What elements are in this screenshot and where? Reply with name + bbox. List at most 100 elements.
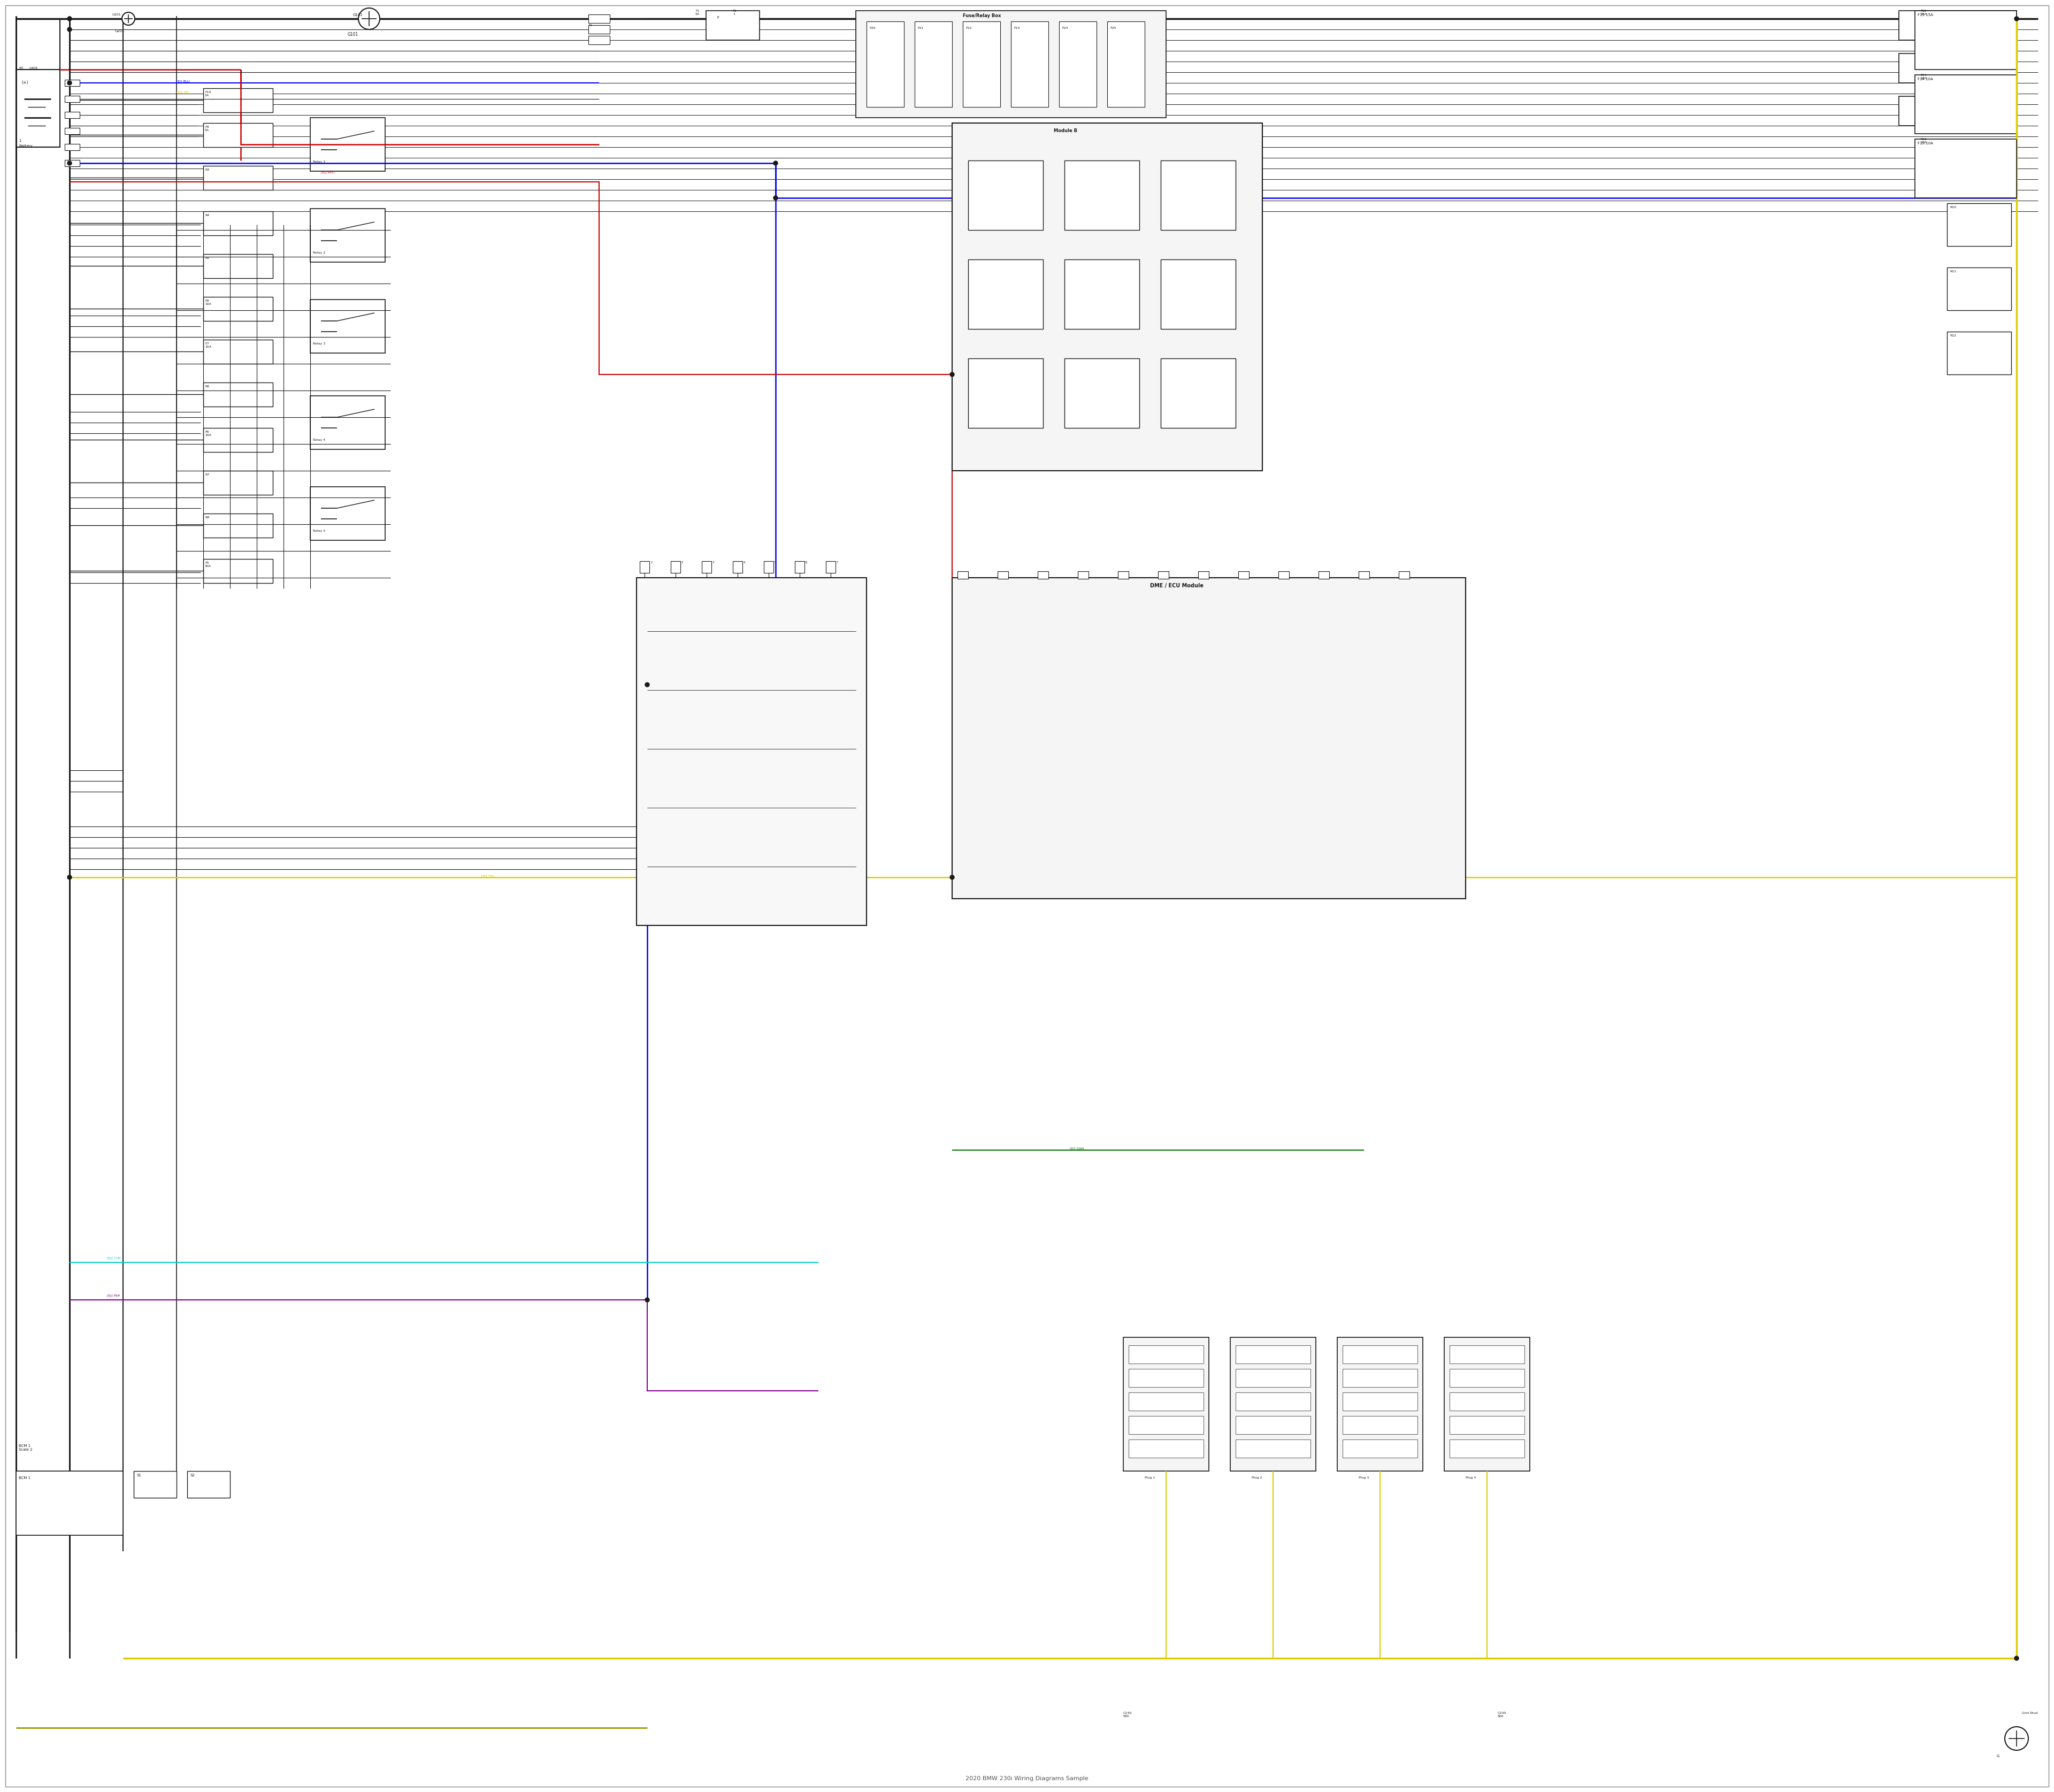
Bar (1011, 22, 1048, 108)
Bar (672, 561, 680, 573)
Bar (587, 36, 610, 45)
Circle shape (2015, 1656, 2019, 1661)
Bar (733, 561, 741, 573)
Text: Plug 4: Plug 4 (1467, 1477, 1477, 1478)
Bar (1128, 1369, 1204, 1387)
Text: F23: F23 (1013, 27, 1021, 29)
Text: G201: G201 (113, 13, 121, 16)
Text: BCM 1
Scale 2: BCM 1 Scale 2 (18, 1444, 33, 1452)
Text: F22: F22 (965, 27, 972, 29)
Text: F13
10A: F13 10A (1920, 138, 1927, 143)
Bar (637, 577, 867, 925)
Text: [EJ] CYN: [EJ] CYN (107, 1256, 121, 1260)
Text: F21: F21 (918, 27, 924, 29)
Bar (857, 11, 1167, 118)
Bar (1237, 1346, 1310, 1364)
Text: R8: R8 (205, 516, 210, 520)
Bar (707, 11, 760, 39)
Bar (203, 559, 273, 582)
Bar (203, 471, 273, 495)
Text: Relay 3: Relay 3 (312, 342, 325, 346)
Bar (1444, 1337, 1530, 1471)
Text: Battery: Battery (18, 145, 33, 147)
Bar (1450, 1416, 1524, 1434)
Text: F14
10A: F14 10A (1920, 73, 1927, 79)
Bar (203, 340, 273, 364)
Bar (203, 167, 273, 190)
Circle shape (68, 16, 72, 22)
Bar (203, 514, 273, 538)
Text: G: G (1996, 1754, 1999, 1758)
Bar (953, 577, 1467, 898)
Bar (1898, 54, 2017, 82)
Bar (1319, 572, 1329, 579)
Bar (1947, 267, 2011, 310)
Bar (1237, 1416, 1310, 1434)
Text: F: F (717, 16, 719, 20)
Bar (1278, 572, 1290, 579)
Text: BCM 1: BCM 1 (18, 1477, 31, 1480)
Bar (1161, 358, 1237, 428)
Text: F8
10A: F8 10A (205, 299, 212, 305)
Bar (826, 561, 836, 573)
Bar (1343, 1439, 1417, 1457)
Circle shape (949, 373, 955, 376)
Bar (1128, 1416, 1204, 1434)
Bar (963, 22, 1000, 108)
Bar (1064, 358, 1140, 428)
Bar (1128, 1346, 1204, 1364)
Text: S1: S1 (136, 1473, 142, 1477)
Bar (1914, 75, 2017, 134)
Text: F5
30A: F5 30A (205, 561, 212, 568)
Text: F15 15A: F15 15A (1918, 13, 1933, 16)
Bar (967, 260, 1043, 330)
Text: Relay 1: Relay 1 (312, 161, 325, 163)
Text: F7
15A: F7 15A (205, 342, 212, 348)
Bar (1117, 572, 1128, 579)
Bar (1947, 332, 2011, 375)
Text: [EJ] YEL: [EJ] YEL (481, 874, 495, 878)
Text: F15
15A: F15 15A (1920, 9, 1927, 16)
Text: Plug 1: Plug 1 (1144, 1477, 1154, 1478)
Text: F14 10A: F14 10A (1918, 77, 1933, 81)
Text: Module B: Module B (1054, 129, 1076, 133)
Bar (967, 358, 1043, 428)
Text: Relay 5: Relay 5 (312, 530, 325, 532)
Bar (1343, 1392, 1417, 1410)
Text: F25: F25 (1109, 27, 1115, 29)
Text: G101: G101 (347, 32, 359, 38)
Text: R7: R7 (205, 473, 210, 477)
Circle shape (68, 161, 72, 165)
Bar (66, 127, 80, 134)
Text: Plug 2: Plug 2 (1251, 1477, 1261, 1478)
Bar (66, 95, 80, 102)
Text: Plug 3: Plug 3 (1358, 1477, 1370, 1478)
Bar (1237, 1369, 1310, 1387)
Text: G201: G201 (115, 29, 125, 32)
Bar (1161, 260, 1237, 330)
Bar (187, 1471, 230, 1498)
Bar (764, 561, 774, 573)
Bar (1337, 1337, 1423, 1471)
Bar (587, 25, 610, 34)
Text: F6
20A: F6 20A (205, 430, 212, 437)
Bar (203, 254, 273, 278)
Bar (1343, 1416, 1417, 1434)
Bar (867, 22, 904, 108)
Text: DME / ECU Module: DME / ECU Module (1150, 582, 1204, 588)
Text: Gnd Stud: Gnd Stud (2021, 1711, 2038, 1715)
Text: F24: F24 (1062, 27, 1068, 29)
Text: Fuse/Relay Box: Fuse/Relay Box (963, 13, 1000, 18)
Circle shape (68, 81, 72, 84)
Bar (203, 297, 273, 321)
Bar (16, 1471, 123, 1536)
Text: B1: B1 (18, 66, 25, 70)
Bar (203, 124, 273, 147)
Bar (203, 382, 273, 407)
Bar (1947, 202, 2011, 246)
Bar (1450, 1439, 1524, 1457)
Bar (1898, 11, 2017, 39)
Bar (66, 111, 80, 118)
Circle shape (2015, 16, 2019, 22)
Circle shape (121, 13, 136, 25)
